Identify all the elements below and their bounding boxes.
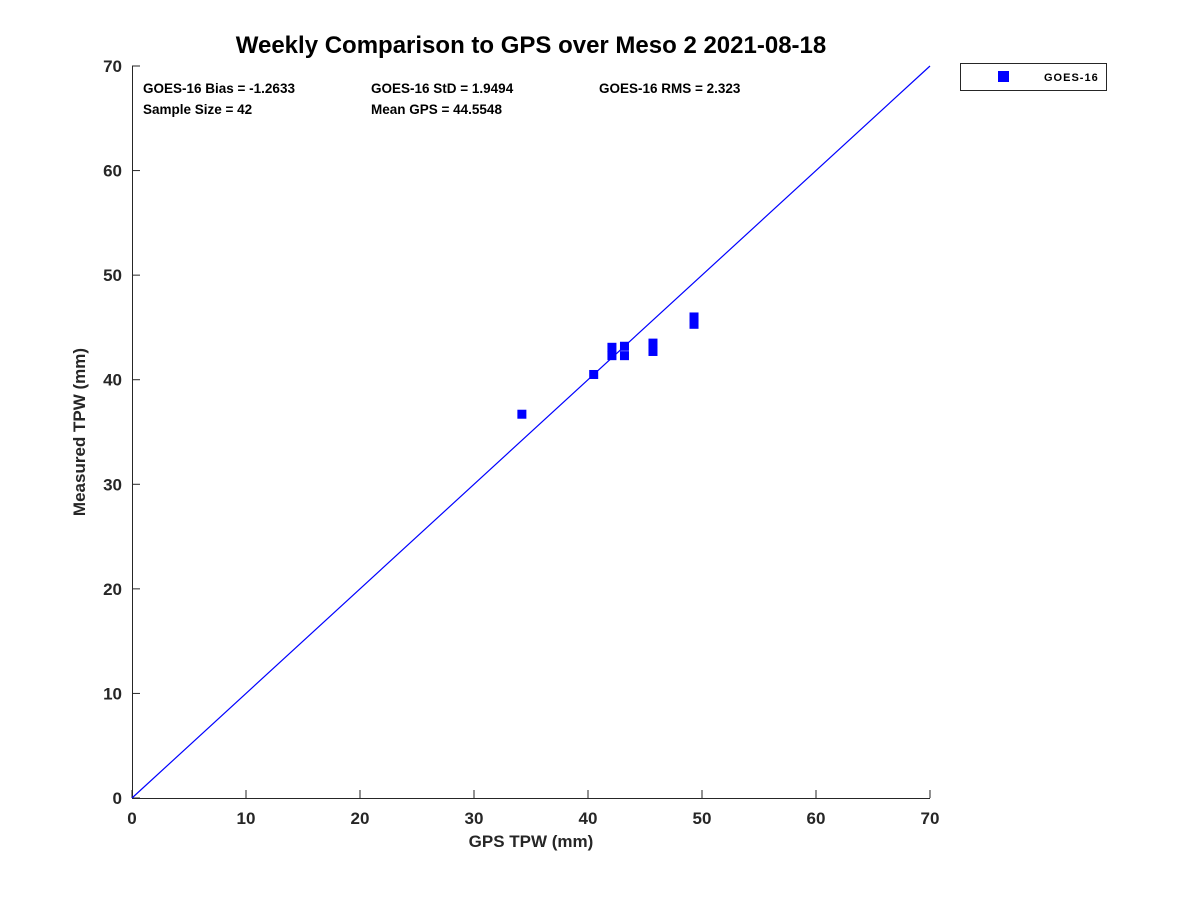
y-axis: 0 10 20 30 40 50 60 70 <box>103 57 140 808</box>
reference-line-group <box>131 65 931 799</box>
data-point <box>517 409 527 419</box>
y-tick-label: 20 <box>103 580 122 599</box>
x-tick-label: 30 <box>465 809 484 828</box>
data-point <box>619 351 629 361</box>
stat-bias: GOES-16 Bias = -1.2633 <box>143 81 295 96</box>
data-point <box>607 342 617 352</box>
data-point <box>648 346 658 356</box>
x-tick-label: 50 <box>693 809 712 828</box>
x-tick-label: 0 <box>127 809 136 828</box>
data-point <box>619 341 629 351</box>
data-point <box>689 312 699 322</box>
y-tick-label: 60 <box>103 162 122 181</box>
legend: GOES-16 <box>960 63 1107 91</box>
x-axis-label: GPS TPW (mm) <box>469 832 594 851</box>
x-axis: 0 10 20 30 40 50 60 70 <box>127 790 939 828</box>
y-tick-label: 40 <box>103 371 122 390</box>
y-tick-label: 30 <box>103 475 122 494</box>
data-point <box>648 338 658 348</box>
legend-label-goes16: GOES-16 <box>1044 72 1099 84</box>
identity-line <box>131 65 931 799</box>
data-points <box>517 312 699 419</box>
y-tick-label: 50 <box>103 266 122 285</box>
y-tick-label: 0 <box>113 789 122 808</box>
stat-mean-gps: Mean GPS = 44.5548 <box>371 102 502 117</box>
stat-sample-size: Sample Size = 42 <box>143 102 252 117</box>
stat-rms: GOES-16 RMS = 2.323 <box>599 81 741 96</box>
legend-box <box>960 63 1107 91</box>
stats-annotations: GOES-16 Bias = -1.2633 GOES-16 StD = 1.9… <box>143 81 741 117</box>
y-tick-label: 10 <box>103 684 122 703</box>
data-point <box>607 351 617 361</box>
x-tick-label: 10 <box>237 809 256 828</box>
x-tick-label: 40 <box>579 809 598 828</box>
x-tick-label: 20 <box>351 809 370 828</box>
y-axis-label: Measured TPW (mm) <box>70 348 89 516</box>
y-tick-label: 70 <box>103 57 122 76</box>
x-tick-label: 60 <box>807 809 826 828</box>
stat-std: GOES-16 StD = 1.9494 <box>371 81 514 96</box>
data-point <box>589 369 599 379</box>
data-point <box>689 319 699 329</box>
chart-title: Weekly Comparison to GPS over Meso 2 202… <box>236 32 826 59</box>
x-tick-label: 70 <box>921 809 940 828</box>
legend-marker-square-icon <box>998 71 1009 82</box>
